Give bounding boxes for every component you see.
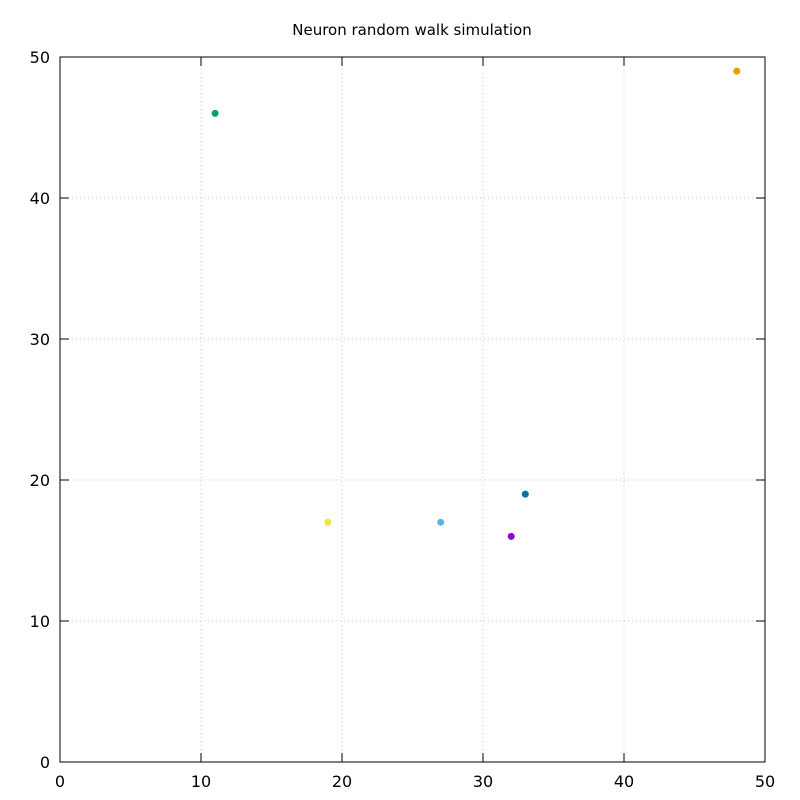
x-tick-label: 20 <box>332 772 352 791</box>
x-tick-label: 30 <box>473 772 493 791</box>
data-points <box>211 67 741 540</box>
neuron-point <box>437 518 445 526</box>
y-tick-label: 50 <box>30 48 50 67</box>
y-tick-label: 20 <box>30 471 50 490</box>
x-tick-label: 0 <box>55 772 65 791</box>
x-tick-label: 50 <box>755 772 775 791</box>
gridlines <box>60 57 765 762</box>
axis-ticks <box>59 56 766 763</box>
neuron-point <box>507 532 515 540</box>
neuron-point <box>211 109 219 117</box>
x-tick-label: 10 <box>191 772 211 791</box>
chart-title: Neuron random walk simulation <box>292 21 531 39</box>
y-tick-label: 0 <box>40 753 50 772</box>
y-tick-labels: 0 10 20 30 40 50 <box>30 48 50 772</box>
y-tick-label: 40 <box>30 189 50 208</box>
x-tick-label: 40 <box>614 772 634 791</box>
y-tick-label: 30 <box>30 330 50 349</box>
plot-frame <box>59 56 766 763</box>
y-tick-label: 10 <box>30 612 50 631</box>
x-tick-labels: 0 10 20 30 40 50 <box>55 772 775 791</box>
neuron-point <box>324 518 332 526</box>
neuron-point <box>521 490 529 498</box>
neuron-point <box>733 67 741 75</box>
